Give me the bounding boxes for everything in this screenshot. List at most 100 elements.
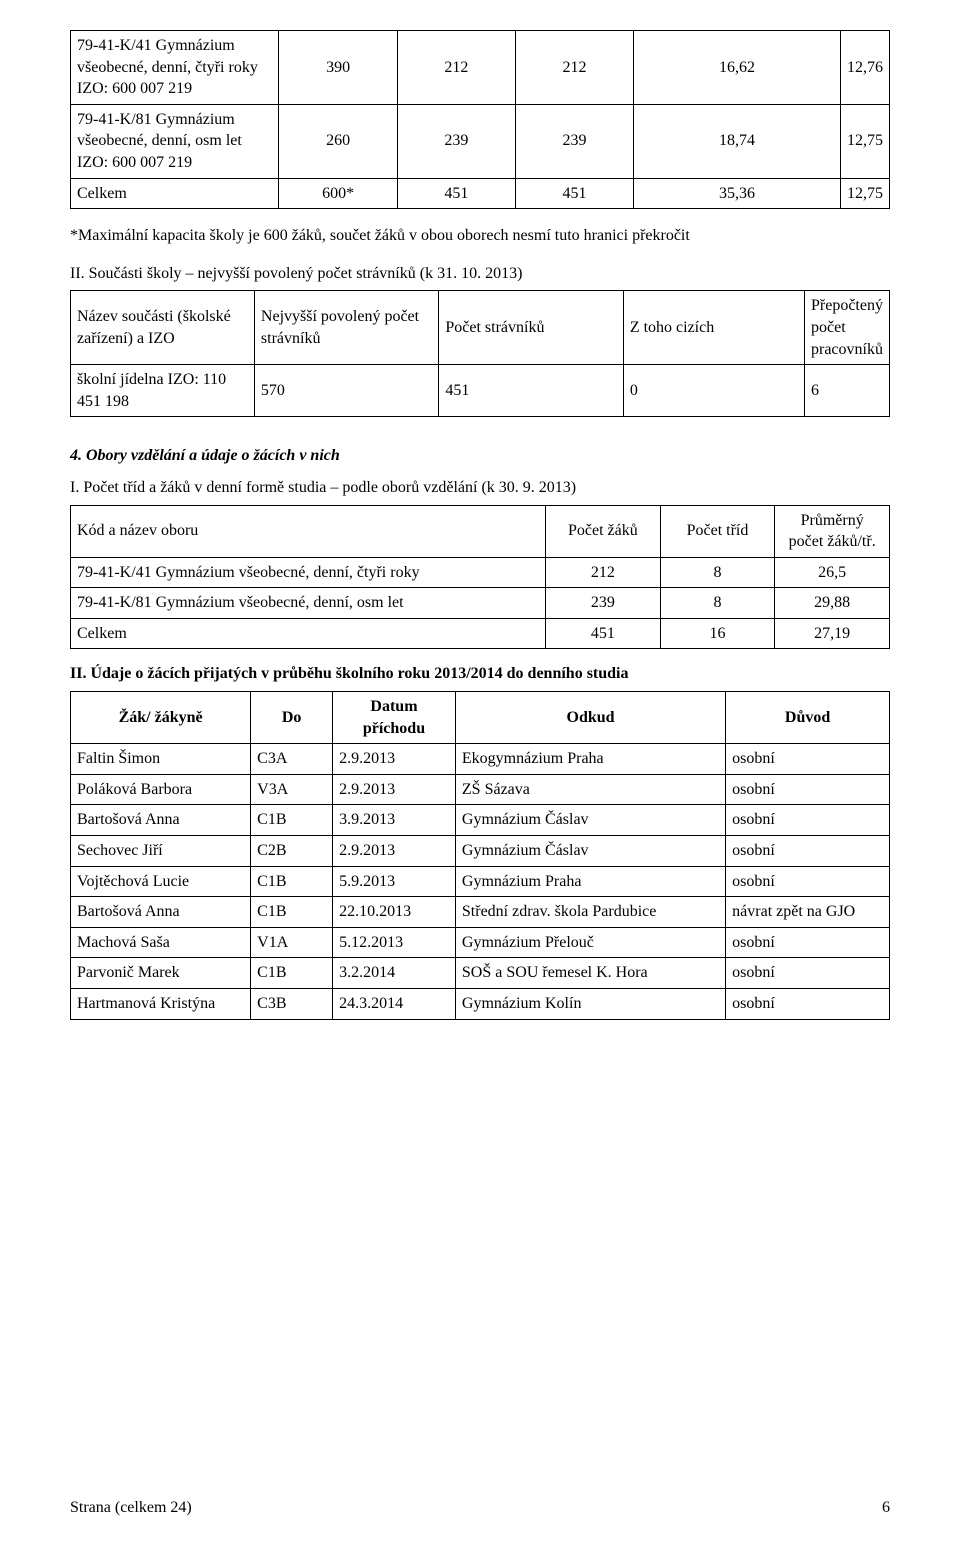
heading-text: 4. Obory vzdělání a údaje o žácích v nic…	[70, 447, 340, 464]
cell: 2.9.2013	[333, 836, 456, 867]
cell: Ekogymnázium Praha	[455, 744, 725, 775]
table-row: Bartošová Anna C1B 3.9.2013 Gymnázium Čá…	[71, 805, 890, 836]
cell: Bartošová Anna	[71, 897, 251, 928]
cell: 5.12.2013	[333, 927, 456, 958]
col-header: Počet žáků	[546, 505, 661, 557]
col-header: Počet strávníků	[439, 291, 623, 365]
cell: osobní	[726, 744, 890, 775]
table-row: Hartmanová Kristýna C3B 24.3.2014 Gymnáz…	[71, 989, 890, 1020]
table-row: 79-41-K/41 Gymnázium všeobecné, denní, č…	[71, 31, 890, 105]
cell: osobní	[726, 866, 890, 897]
cell: návrat zpět na GJO	[726, 897, 890, 928]
row-label: Celkem	[71, 178, 279, 209]
cell: 12,75	[840, 104, 889, 178]
components-table: Název součásti (školské zařízení) a IZO …	[70, 290, 890, 417]
cell: 451	[546, 618, 661, 649]
cell: Machová Saša	[71, 927, 251, 958]
cell: Sechovec Jiří	[71, 836, 251, 867]
table-row: 79-41-K/41 Gymnázium všeobecné, denní, č…	[71, 557, 890, 588]
cell: 79-41-K/41 Gymnázium všeobecné, denní, č…	[71, 557, 546, 588]
cell: V1A	[251, 927, 333, 958]
cell: 212	[515, 31, 633, 105]
cell: 35,36	[634, 178, 841, 209]
col-header: Důvod	[726, 692, 890, 744]
fields-table: Kód a název oboru Počet žáků Počet tříd …	[70, 505, 890, 650]
col-header: Kód a název oboru	[71, 505, 546, 557]
cell: 260	[279, 104, 397, 178]
table-row: Faltin Šimon C3A 2.9.2013 Ekogymnázium P…	[71, 744, 890, 775]
footer-page-number: 6	[882, 1497, 890, 1519]
table-row: Bartošová Anna C1B 22.10.2013 Střední zd…	[71, 897, 890, 928]
cell: Poláková Barbora	[71, 774, 251, 805]
cell: 12,75	[840, 178, 889, 209]
page: 79-41-K/41 Gymnázium všeobecné, denní, č…	[0, 0, 960, 1547]
col-header: Z toho cizích	[623, 291, 804, 365]
cell: 3.9.2013	[333, 805, 456, 836]
cell: 239	[515, 104, 633, 178]
cell: Gymnázium Čáslav	[455, 836, 725, 867]
table-row: Vojtěchová Lucie C1B 5.9.2013 Gymnázium …	[71, 866, 890, 897]
cell: 239	[546, 588, 661, 619]
section-4-sub2-title: II. Údaje o žácích přijatých v průběhu š…	[70, 663, 890, 685]
table-row-total: Celkem 451 16 27,19	[71, 618, 890, 649]
cell: Faltin Šimon	[71, 744, 251, 775]
section-4-sub1-title: I. Počet tříd a žáků v denní formě studi…	[70, 477, 890, 499]
row-label: 79-41-K/81 Gymnázium všeobecné, denní, o…	[71, 104, 279, 178]
cell: osobní	[726, 836, 890, 867]
footer-left: Strana (celkem 24)	[70, 1497, 192, 1519]
cell: 451	[397, 178, 515, 209]
cell: školní jídelna IZO: 110 451 198	[71, 365, 255, 417]
cell: Parvonič Marek	[71, 958, 251, 989]
cell: C3B	[251, 989, 333, 1020]
cell: Vojtěchová Lucie	[71, 866, 251, 897]
col-header: Počet tříd	[660, 505, 775, 557]
cell: 2.9.2013	[333, 774, 456, 805]
cell: osobní	[726, 958, 890, 989]
cell: 0	[623, 365, 804, 417]
cell: C1B	[251, 897, 333, 928]
cell: 26,5	[775, 557, 890, 588]
capacity-note: *Maximální kapacita školy je 600 žáků, s…	[70, 225, 890, 247]
cell: 239	[397, 104, 515, 178]
col-header: Průměrný počet žáků/tř.	[775, 505, 890, 557]
section-2-heading: II. Součásti školy – nejvyšší povolený p…	[70, 263, 890, 285]
cell: 390	[279, 31, 397, 105]
col-header: Přepočtený počet pracovníků	[804, 291, 889, 365]
table-row: Parvonič Marek C1B 3.2.2014 SOŠ a SOU ře…	[71, 958, 890, 989]
col-header: Název součásti (školské zařízení) a IZO	[71, 291, 255, 365]
row-label: 79-41-K/41 Gymnázium všeobecné, denní, č…	[71, 31, 279, 105]
cell: 24.3.2014	[333, 989, 456, 1020]
section-4-heading: 4. Obory vzdělání a údaje o žácích v nic…	[70, 445, 890, 467]
cell: SOŠ a SOU řemesel K. Hora	[455, 958, 725, 989]
table-row: Sechovec Jiří C2B 2.9.2013 Gymnázium Čás…	[71, 836, 890, 867]
col-header: Žák/ žákyně	[71, 692, 251, 744]
cell: osobní	[726, 805, 890, 836]
cell: 8	[660, 557, 775, 588]
capacity-table: 79-41-K/41 Gymnázium všeobecné, denní, č…	[70, 30, 890, 209]
cell: 6	[804, 365, 889, 417]
table-row: 79-41-K/81 Gymnázium všeobecné, denní, o…	[71, 588, 890, 619]
table-row: školní jídelna IZO: 110 451 198 570 451 …	[71, 365, 890, 417]
cell: 600*	[279, 178, 397, 209]
cell: 27,19	[775, 618, 890, 649]
cell: 12,76	[840, 31, 889, 105]
cell: 16,62	[634, 31, 841, 105]
cell: Gymnázium Praha	[455, 866, 725, 897]
cell: 451	[439, 365, 623, 417]
cell: C3A	[251, 744, 333, 775]
cell: 79-41-K/81 Gymnázium všeobecné, denní, o…	[71, 588, 546, 619]
cell: 22.10.2013	[333, 897, 456, 928]
page-footer: Strana (celkem 24) 6	[70, 1497, 890, 1519]
col-header: Odkud	[455, 692, 725, 744]
table-row: Poláková Barbora V3A 2.9.2013 ZŠ Sázava …	[71, 774, 890, 805]
cell: Střední zdrav. škola Pardubice	[455, 897, 725, 928]
cell: 3.2.2014	[333, 958, 456, 989]
cell: 212	[546, 557, 661, 588]
cell: 8	[660, 588, 775, 619]
cell: 212	[397, 31, 515, 105]
col-header: Nejvyšší povolený počet strávníků	[254, 291, 438, 365]
col-header: Do	[251, 692, 333, 744]
cell: C1B	[251, 866, 333, 897]
cell: Bartošová Anna	[71, 805, 251, 836]
table-row: Machová Saša V1A 5.12.2013 Gymnázium Pře…	[71, 927, 890, 958]
